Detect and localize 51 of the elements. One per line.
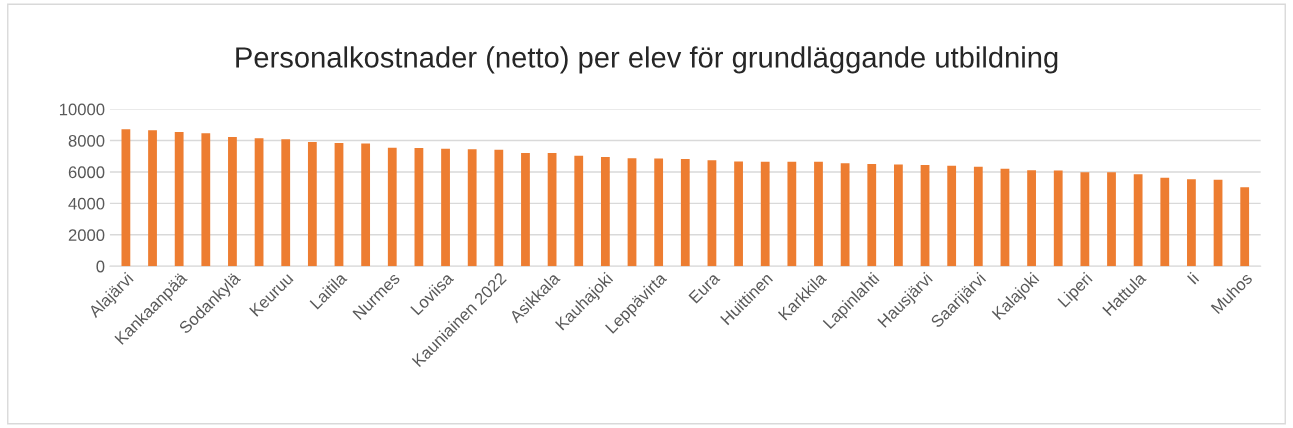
bar: [814, 161, 823, 267]
y-tick-label: 10000: [59, 103, 105, 116]
bar: [760, 161, 770, 267]
bar: [867, 164, 877, 267]
bar: [414, 148, 424, 267]
bar: [121, 129, 131, 267]
bar: [228, 136, 237, 267]
bar: [600, 157, 610, 267]
y-tick-label: 4000: [68, 197, 105, 210]
bar: [1160, 177, 1170, 267]
bar: [1053, 170, 1063, 267]
bar: [627, 158, 637, 267]
x-tick-label: Ii: [1186, 271, 1200, 285]
y-tick-label: 6000: [68, 166, 105, 179]
bar: [707, 160, 717, 267]
bar: [387, 147, 397, 267]
bar: [361, 143, 371, 267]
bar: [494, 149, 504, 267]
bar: [441, 148, 450, 267]
bar: [467, 149, 477, 267]
bar: [787, 161, 797, 267]
bar: [1107, 172, 1116, 267]
y-tick-label: 2000: [68, 229, 105, 241]
bar: [334, 143, 344, 267]
bar: [654, 158, 664, 267]
bar: [894, 164, 903, 267]
bar: [680, 159, 690, 267]
bar: [254, 138, 264, 267]
bar: [307, 141, 317, 267]
bar: [201, 133, 211, 267]
bar: [973, 166, 983, 267]
bar: [1240, 187, 1250, 267]
bar: [521, 153, 530, 267]
bar: [920, 164, 930, 267]
bar: [547, 153, 557, 267]
bar: [1187, 179, 1196, 267]
bar: [1133, 174, 1143, 267]
bar: [840, 163, 850, 267]
bar: [148, 130, 157, 267]
bar: [1000, 168, 1010, 267]
y-tick-label: 0: [96, 260, 105, 273]
bar: [574, 155, 584, 267]
bar: [947, 165, 957, 267]
bar: [1027, 170, 1036, 267]
bar: [1213, 179, 1223, 267]
chart-title: Personalkostnader (netto) per elev för grundläggande utbildning: [236, 46, 1058, 74]
bar: [281, 139, 291, 267]
bar: [734, 161, 743, 267]
bar: [174, 131, 184, 267]
y-tick-label: 8000: [68, 134, 105, 147]
bar: [1080, 172, 1090, 267]
